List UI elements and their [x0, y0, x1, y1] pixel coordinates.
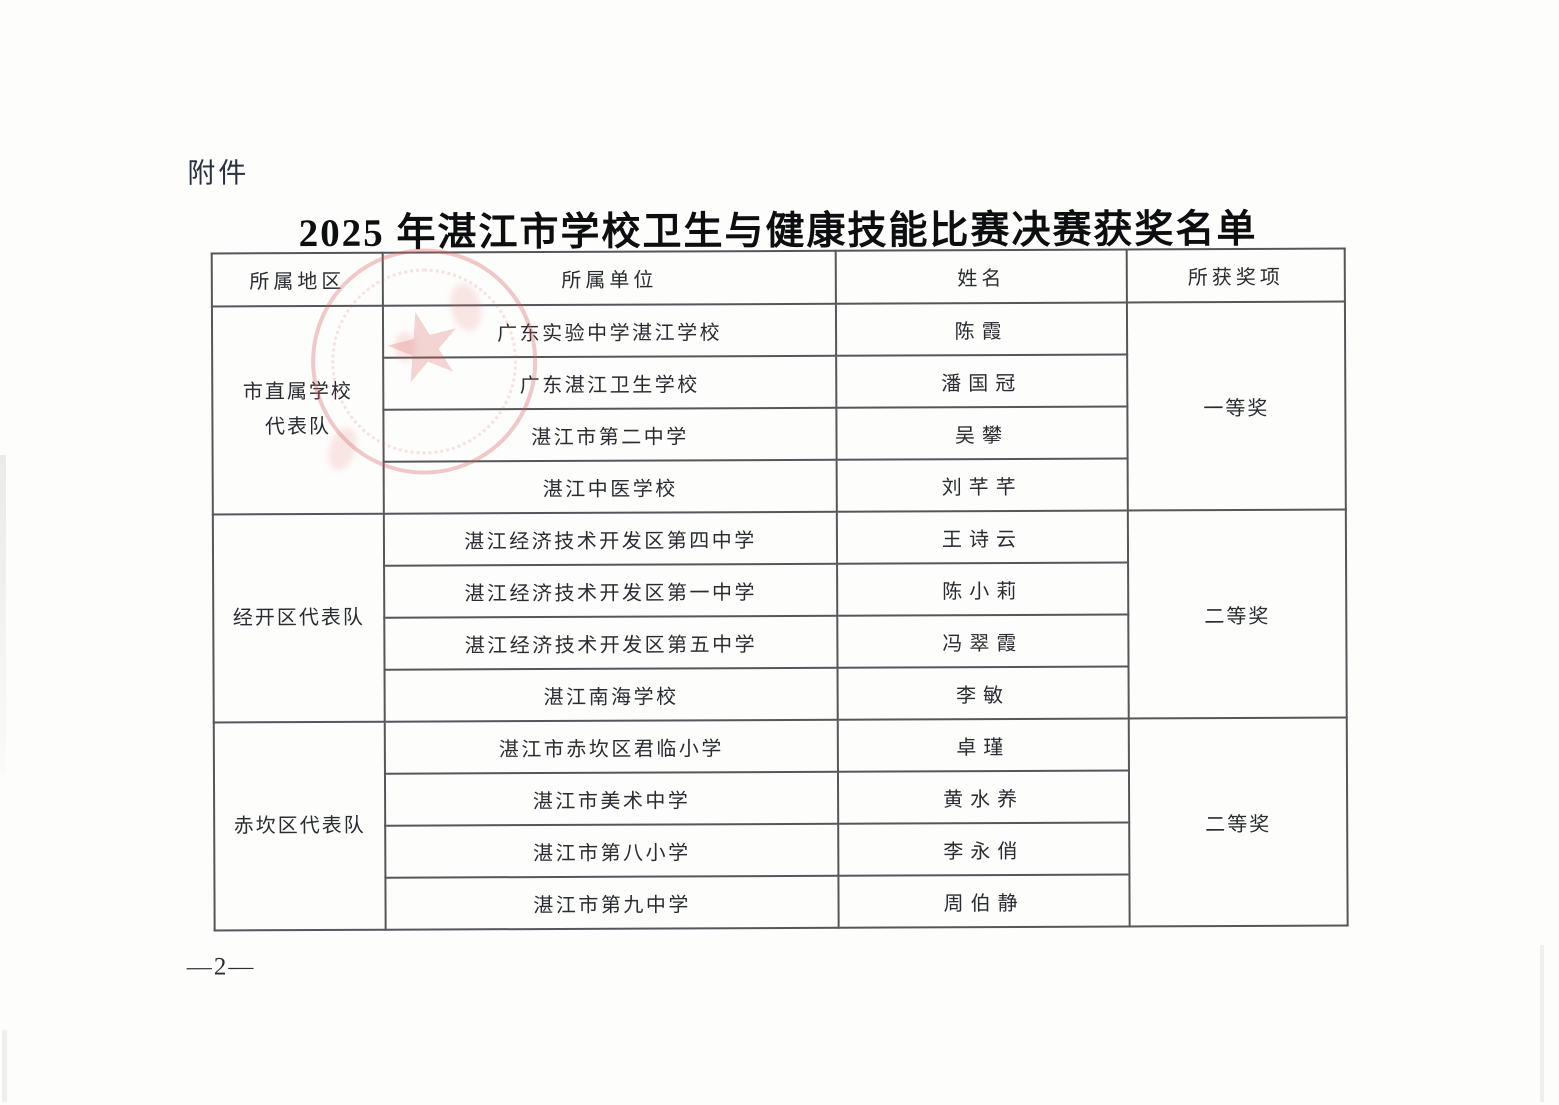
col-header-award: 所获奖项: [1126, 248, 1345, 303]
unit-cell: 湛江经济技术开发区第一中学: [384, 563, 838, 618]
attachment-label: 附件: [187, 158, 250, 190]
table-row: 市直属学校 代表队 广东实验中学湛江学校 陈霞 一等奖: [211, 301, 1346, 515]
unit-cell: 广东实验中学湛江学校: [382, 303, 837, 358]
name-cell: 卓瑾: [837, 718, 1129, 772]
table-header-row: 所属地区 所属单位 姓名 所获奖项: [211, 248, 1345, 307]
region-cell: 经开区代表队: [212, 513, 385, 723]
unit-cell: 湛江经济技术开发区第五中学: [384, 615, 838, 670]
unit-cell: 湛江中医学校: [383, 459, 837, 514]
unit-cell: 湛江市第二中学: [383, 407, 837, 462]
page-number: —2—: [186, 953, 256, 981]
unit-cell: 湛江市赤坎区君临小学: [384, 719, 838, 774]
table-row: 赤坎区代表队 湛江市赤坎区君临小学 卓瑾 二等奖: [213, 717, 1348, 931]
name-cell: 吴攀: [836, 406, 1128, 460]
table-row: 经开区代表队 湛江经济技术开发区第四中学 王诗云 二等奖: [212, 509, 1347, 723]
name-cell: 李永俏: [838, 822, 1130, 876]
col-header-region: 所属地区: [211, 252, 383, 307]
region-cell: 赤坎区代表队: [213, 721, 386, 931]
col-header-name: 姓名: [835, 249, 1127, 304]
name-cell: 王诗云: [836, 510, 1129, 564]
name-cell: 潘国冠: [836, 354, 1128, 408]
award-cell: 二等奖: [1127, 509, 1347, 719]
name-cell: 刘芊芊: [836, 458, 1128, 512]
unit-cell: 湛江市第八小学: [385, 823, 839, 878]
col-header-unit: 所属单位: [382, 250, 836, 306]
unit-cell: 湛江南海学校: [384, 667, 838, 722]
unit-cell: 湛江市第九中学: [385, 875, 839, 930]
award-cell: 一等奖: [1126, 301, 1346, 511]
name-cell: 李敏: [837, 666, 1129, 720]
name-cell: 周伯静: [838, 874, 1130, 928]
award-table: 所属地区 所属单位 姓名 所获奖项 市直属学校 代表队 广东实验中学湛江学校 陈…: [210, 247, 1349, 932]
name-cell: 陈小莉: [837, 562, 1129, 616]
region-cell: 市直属学校 代表队: [211, 305, 384, 515]
unit-cell: 湛江经济技术开发区第四中学: [383, 511, 838, 566]
name-cell: 冯翠霞: [837, 614, 1129, 668]
name-cell: 黄水养: [837, 770, 1130, 824]
award-cell: 二等奖: [1128, 717, 1348, 927]
unit-cell: 湛江市美术中学: [384, 771, 839, 826]
unit-cell: 广东湛江卫生学校: [383, 355, 837, 410]
name-cell: 陈霞: [835, 302, 1128, 356]
